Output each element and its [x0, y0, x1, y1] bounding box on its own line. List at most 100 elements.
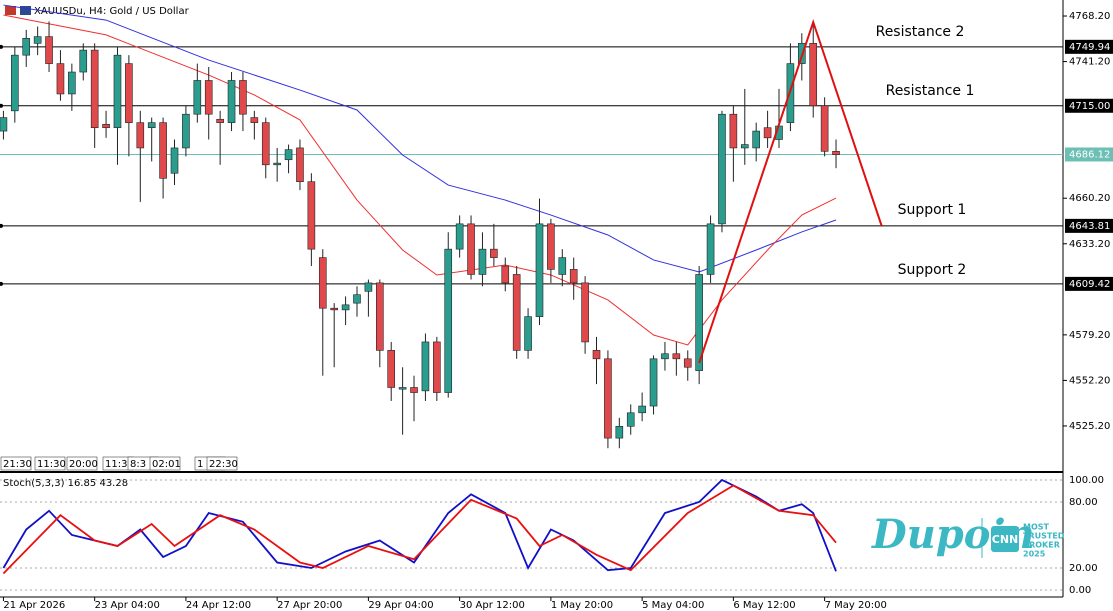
- candle-body: [695, 274, 703, 371]
- level-box: [1065, 218, 1113, 233]
- candle-body: [216, 118, 224, 123]
- candle-body: [227, 80, 236, 123]
- level-name: Support 1: [898, 202, 967, 218]
- x-tick-label: 21 Apr 2026: [3, 600, 65, 611]
- candle-body: [832, 151, 840, 155]
- logo-tagline: BROKER: [1023, 541, 1060, 550]
- candle-body: [318, 257, 327, 309]
- candle-body: [455, 223, 464, 250]
- level-price-label: 4643.81: [1069, 221, 1110, 232]
- x-tick-label: 5 May 04:00: [642, 600, 704, 611]
- stoch-line: [2, 484, 837, 575]
- candle-body: [683, 358, 692, 368]
- candle-body: [512, 274, 521, 351]
- candle-body: [159, 122, 167, 179]
- y-tick-label: 4741.20: [1069, 57, 1110, 68]
- candle-body: [364, 282, 373, 292]
- stoch-line: [2, 478, 837, 572]
- y-tick-label: 4552.20: [1069, 375, 1110, 386]
- candle-body: [79, 49, 88, 73]
- candle-body: [353, 294, 361, 304]
- candle-body: [820, 105, 829, 152]
- candle-body: [467, 223, 475, 275]
- level-name: Resistance 1: [886, 83, 975, 99]
- x-tick-label: 6 May 12:00: [733, 600, 795, 611]
- y-tick-label: 4768.20: [1069, 11, 1110, 22]
- level-price-label: 4715.00: [1069, 101, 1110, 112]
- time-marker-box: [206, 456, 238, 471]
- candle-body: [752, 130, 760, 149]
- time-marker: 11:30: [37, 459, 66, 470]
- candle-body: [547, 223, 555, 270]
- time-marker-box: [0, 456, 32, 471]
- level-price-label: 4609.42: [1069, 279, 1110, 290]
- level-box: [1065, 276, 1113, 291]
- y-tick-label: 4633.20: [1069, 239, 1110, 250]
- level-name: Support 2: [898, 262, 967, 278]
- candle-body: [45, 36, 53, 64]
- candle-body: [376, 282, 384, 351]
- logo-tagline: 2025: [1023, 550, 1046, 559]
- candle-body: [182, 113, 190, 149]
- x-tick-label: 29 Apr 04:00: [368, 600, 433, 611]
- candle-body: [56, 63, 65, 95]
- level-anchor: [0, 281, 3, 286]
- candle-body: [706, 223, 715, 275]
- candle-body: [204, 80, 213, 115]
- chart-title: XAUUSDu, H4: Gold / US Dollar: [34, 6, 190, 17]
- candle-body: [444, 248, 453, 393]
- stoch-title: Stoch(5,3,3) 16.85 43.28: [3, 478, 128, 489]
- time-marker: 8:3: [130, 459, 146, 470]
- level-box: [1065, 98, 1113, 113]
- candle-body: [136, 122, 145, 149]
- stoch-tick-label: 0.00: [1069, 585, 1091, 596]
- current-price-box: [1065, 147, 1113, 162]
- candle-body: [307, 181, 316, 250]
- candle-body: [68, 71, 76, 95]
- candle-body: [341, 304, 350, 311]
- candle-body: [387, 350, 396, 388]
- candle-body: [661, 353, 669, 360]
- candle-body: [581, 282, 589, 343]
- candle-body: [33, 36, 42, 44]
- x-tick-label: 7 May 20:00: [825, 600, 887, 611]
- zigzag-line: [698, 18, 883, 364]
- time-marker-box: [149, 456, 181, 471]
- candle-body: [261, 122, 270, 166]
- candle-body: [0, 117, 8, 132]
- level-name: Resistance 2: [876, 24, 965, 40]
- stoch-tick-label: 100.00: [1069, 475, 1104, 486]
- candle-body: [524, 316, 532, 351]
- candle-body: [569, 269, 578, 284]
- level-anchor: [0, 44, 3, 49]
- candle-body: [125, 63, 133, 123]
- candle-body: [638, 405, 646, 414]
- candle-body: [615, 425, 624, 439]
- level-anchor: [0, 223, 3, 228]
- candle-body: [649, 358, 658, 407]
- stoch-tick-label: 80.00: [1069, 497, 1098, 508]
- candle-body: [11, 54, 19, 112]
- candle-body: [147, 122, 156, 128]
- level-price-label: 4749.94: [1069, 42, 1110, 53]
- current-price-label: 4686.12: [1069, 149, 1110, 160]
- time-marker: 02:01: [152, 459, 181, 470]
- candle-body: [592, 350, 601, 360]
- logo-tagline: MOST: [1023, 523, 1050, 532]
- candle-body: [535, 223, 544, 317]
- stoch-tick-label: 20.00: [1069, 563, 1098, 574]
- moving-average: [3, 4, 837, 273]
- x-tick-label: 1 May 20:00: [551, 600, 613, 611]
- time-marker: 1: [197, 459, 203, 470]
- time-marker-box: [34, 456, 66, 471]
- candle-body: [433, 341, 441, 393]
- time-marker: 22:30: [209, 459, 238, 470]
- candle-body: [410, 387, 418, 393]
- candle-body: [478, 248, 487, 275]
- candle-body: [809, 43, 818, 107]
- candle-body: [273, 162, 281, 166]
- candle-body: [763, 127, 772, 139]
- logo-badge-box: [991, 526, 1019, 552]
